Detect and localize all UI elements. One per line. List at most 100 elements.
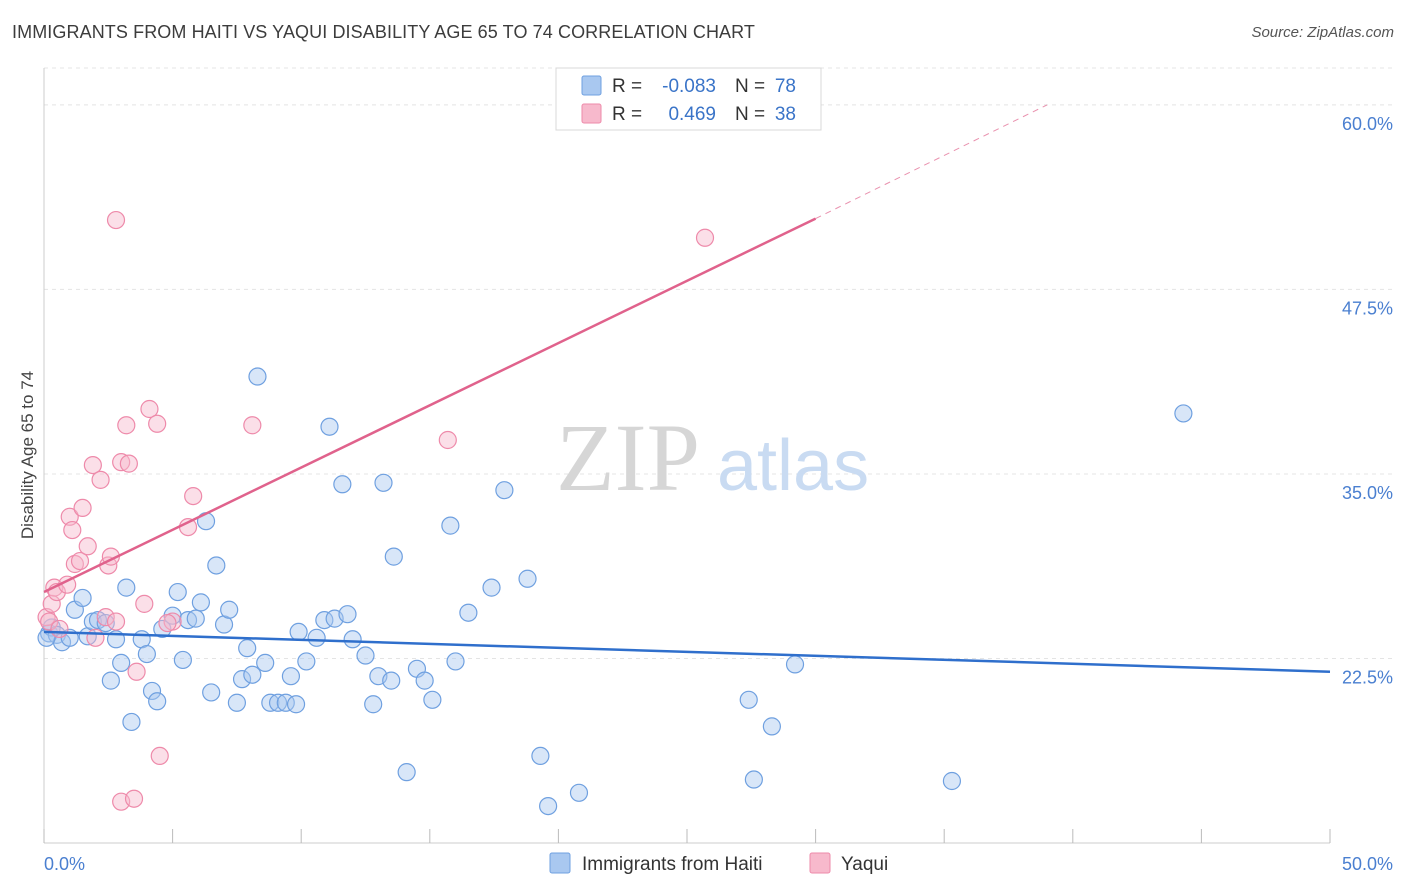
point-haiti — [446, 652, 465, 671]
series-legend-label-haiti: Immigrants from Haiti — [582, 854, 763, 875]
point-haiti — [248, 367, 267, 386]
point-haiti — [569, 783, 589, 802]
point-haiti — [364, 695, 383, 714]
point-yaqui — [50, 619, 69, 639]
point-haiti — [531, 746, 550, 766]
x-tick-label: 50.0% — [1342, 854, 1393, 874]
y-tick-label: 60.0% — [1342, 114, 1393, 134]
point-yaqui — [150, 746, 169, 766]
point-haiti — [232, 670, 252, 689]
legend-r-value: 0.469 — [668, 104, 716, 125]
legend-r-label: R = — [612, 104, 642, 125]
point-yaqui — [106, 612, 126, 631]
point-yaqui — [117, 416, 136, 435]
point-yaqui — [96, 608, 115, 627]
y-tick-labels: 22.5% 35.0% 47.5% 60.0% — [1342, 114, 1393, 688]
legend-n-label: N = — [735, 76, 765, 97]
point-yaqui — [135, 594, 154, 613]
point-haiti — [202, 683, 221, 702]
y-tick-label: 35.0% — [1342, 483, 1393, 503]
legend-r-value: -0.083 — [662, 76, 716, 97]
point-yaqui — [73, 498, 92, 518]
chart-title: IMMIGRANTS FROM HAITI VS YAQUI DISABILIT… — [12, 22, 756, 42]
point-yaqui — [438, 430, 457, 450]
series-legend-swatch-yaqui — [809, 852, 831, 874]
point-haiti — [286, 695, 306, 714]
point-yaqui — [158, 613, 177, 633]
point-yaqui — [78, 537, 97, 556]
point-haiti — [256, 653, 275, 673]
point-haiti — [343, 630, 362, 649]
point-yaqui — [60, 507, 79, 526]
point-haiti — [268, 693, 288, 712]
point-haiti — [495, 481, 514, 500]
legend-swatch-yaqui — [581, 103, 602, 124]
point-haiti — [227, 693, 246, 712]
watermark-atlas: atlas — [717, 426, 869, 506]
point-yaqui — [70, 551, 90, 571]
point-haiti — [423, 690, 442, 709]
point-haiti — [148, 692, 167, 711]
y-tick-label: 22.5% — [1342, 667, 1393, 687]
point-yaqui — [83, 455, 102, 475]
point-yaqui — [91, 470, 110, 489]
series-legend-label-yaqui: Yaqui — [841, 854, 888, 875]
point-haiti — [207, 556, 226, 575]
x-tick-labels: 0.0% 50.0% — [44, 854, 1393, 874]
stats-legend: R = -0.083 N = 78 R = 0.469 N = 38 — [555, 67, 822, 131]
point-yaqui — [65, 554, 84, 574]
point-yaqui — [86, 628, 105, 647]
point-haiti — [238, 639, 257, 658]
point-yaqui — [243, 416, 262, 435]
point-haiti — [739, 690, 758, 709]
point-haiti — [539, 796, 558, 816]
point-haiti — [459, 603, 478, 622]
point-haiti — [762, 717, 781, 736]
point-yaqui — [127, 662, 146, 681]
point-haiti — [382, 671, 401, 690]
point-haiti — [101, 671, 120, 690]
legend-swatch-haiti — [581, 75, 602, 96]
point-haiti — [518, 569, 537, 588]
point-haiti — [153, 619, 172, 639]
point-haiti — [1174, 404, 1193, 423]
point-haiti — [338, 605, 357, 624]
point-yaqui — [119, 454, 138, 473]
series-legend-swatch-haiti — [549, 852, 571, 874]
x-tick-label: 0.0% — [44, 854, 85, 874]
point-haiti — [482, 578, 501, 597]
point-haiti — [333, 475, 352, 494]
data-points — [37, 210, 1193, 816]
point-yaqui — [124, 789, 144, 808]
point-haiti — [785, 655, 805, 674]
point-haiti — [168, 582, 187, 602]
point-haiti — [173, 650, 192, 670]
point-haiti — [289, 622, 308, 642]
point-yaqui — [106, 210, 126, 230]
point-yaqui — [40, 612, 59, 631]
point-haiti — [415, 671, 434, 690]
point-yaqui — [63, 520, 82, 540]
point-haiti — [122, 712, 141, 732]
point-haiti — [142, 681, 162, 701]
point-haiti — [320, 417, 339, 436]
trend-line-yaqui — [43, 217, 817, 594]
source-label: Source: ZipAtlas.com — [1251, 24, 1394, 41]
point-haiti — [307, 628, 326, 647]
y-tick-label: 47.5% — [1342, 298, 1393, 318]
gridlines — [44, 67, 1394, 659]
point-yaqui — [695, 228, 715, 247]
point-haiti — [374, 473, 393, 492]
point-haiti — [186, 609, 205, 628]
series-legend: Immigrants from Haiti Yaqui — [549, 852, 888, 875]
trend-line-haiti — [43, 630, 1331, 674]
watermark-zip: ZIP — [556, 404, 700, 511]
point-haiti — [356, 646, 375, 665]
point-haiti — [281, 667, 301, 686]
point-haiti — [191, 593, 210, 612]
point-haiti — [117, 578, 136, 597]
point-haiti — [297, 652, 316, 671]
point-haiti — [397, 763, 416, 782]
y-axis-label: Disability Age 65 to 74 — [18, 371, 37, 539]
